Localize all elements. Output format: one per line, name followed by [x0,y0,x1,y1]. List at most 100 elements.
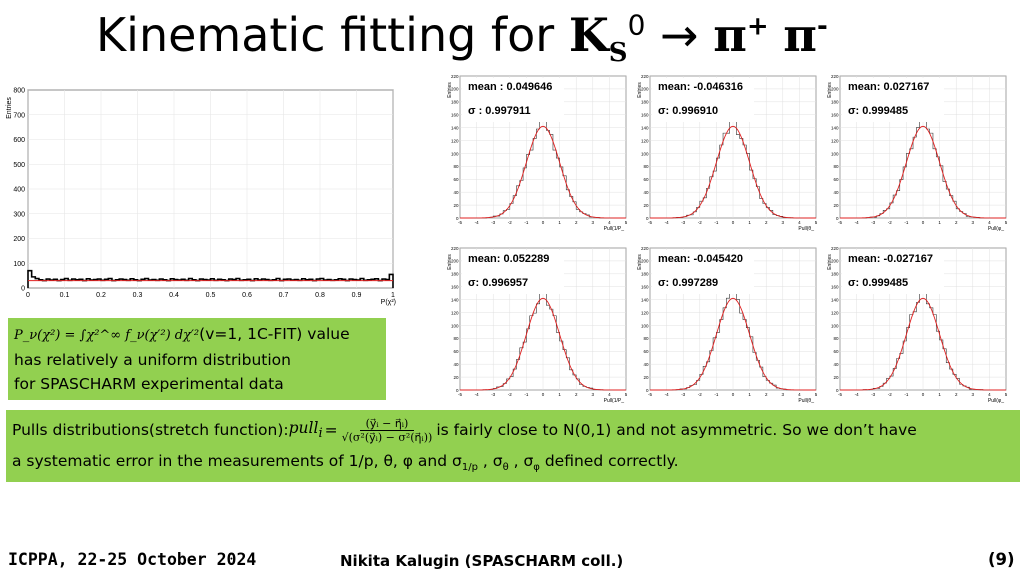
pull-ylabel: Entries [447,254,453,270]
pull-xtick-label: -3 [871,220,875,225]
chi2-yticks: 0 100 200 300 400 500 600 700 800 [13,88,25,293]
chi2-xtick-label: 0.9 [352,292,362,299]
pull-ytick-label: 120 [831,138,839,143]
pull-xtick-label: 0 [542,392,545,397]
pull-xtick-label: 2 [765,392,768,397]
pull-ytick-label: 160 [641,285,649,290]
footer-conference: ICPPA, 22-25 October 2024 [8,550,257,569]
chi2-bar [240,280,244,288]
pull-gauss-fit [650,125,816,219]
pull-ytick-label: 200 [451,87,459,92]
chi2-bar [214,280,218,288]
pull-xtick-label: -2 [888,392,892,397]
pull-gauss-fit [460,297,626,391]
pull-stat-box [652,250,754,294]
pull-mean-label: mean : 0.049646 [468,81,552,93]
pull-xtick-label: -1 [904,392,908,397]
pull-ytick-label: 140 [641,125,649,130]
pull-sigma-label: σ: 0.997289 [658,277,718,289]
pull-ytick-label: 60 [453,177,459,182]
pull-ytick-label: 220 [641,246,649,251]
pull-xtick-label: -5 [838,220,842,225]
pull-xtick-label: 5 [625,220,628,225]
pull-ytick-label: 80 [453,336,459,341]
pull-xtick-label: 4 [988,220,991,225]
pull-xtick-label: 3 [782,392,785,397]
pull-xtick-label: -3 [681,220,685,225]
chi2-formula: P_ν(χ²) = ∫χ²^∞ f_ν(χ′²) dχ′² [14,328,200,343]
pull-ytick-label: 180 [831,272,839,277]
pull-plot-2: Entries020406080100120140160180200220-5-… [637,74,818,232]
pull-sigma-label: σ : 0.997911 [468,105,531,117]
chi2-xlabel: P(χ²) [381,299,396,306]
pull-ytick-label: 200 [451,259,459,264]
pull-xtick-label: 3 [592,392,595,397]
pull-xtick-label: -1 [524,220,528,225]
chi2-ytick-label: 100 [13,261,25,268]
pull-ytick-label: 80 [833,164,839,169]
pull-ytick-label: 220 [831,74,839,79]
chi2-xtick-label: 0.8 [315,292,325,299]
pull-ytick-label: 100 [641,323,649,328]
chi2-ytick-label: 600 [13,137,25,144]
footer-page-number: (9) [988,550,1015,569]
pull-ytick-label: 0 [836,216,839,221]
pull-xtick-label: -5 [648,220,652,225]
pull-sigma-label: σ: 0.999485 [848,105,908,117]
pull-xtick-label: 2 [955,392,958,397]
pull-ytick-label: 140 [641,297,649,302]
note2-line2: a systematic error in the measurements o… [12,452,679,474]
pull-ytick-label: 120 [831,310,839,315]
pull-xtick-label: -4 [855,392,859,397]
pull-ytick-label: 200 [831,87,839,92]
pull-ytick-label: 80 [453,164,459,169]
pull-xtick-label: -2 [698,392,702,397]
pull-xtick-label: 1 [938,392,941,397]
chi2-bar [324,280,328,288]
pulls-note-box: Pulls distributions(stretch function): p… [6,410,1020,482]
pull-ytick-label: 200 [641,259,649,264]
pull-xtick-label: -3 [491,392,495,397]
pull-ytick-label: 160 [641,113,649,118]
chi2-xtick-label: 0.6 [242,292,252,299]
pull-ytick-label: 60 [833,177,839,182]
pull-xtick-label: 1 [558,392,561,397]
chi2-bar [185,280,189,288]
pull-ytick-label: 140 [831,297,839,302]
pull-plot-6: Entries020406080100120140160180200220-5-… [827,246,1008,404]
pull-ytick-label: 120 [451,138,459,143]
pull-xtick-label: 3 [782,220,785,225]
pull-xtick-label: 0 [732,220,735,225]
pull-ytick-label: 180 [641,272,649,277]
chi2-xticks: 0 0.1 0.2 0.3 0.4 0.5 0.6 0.7 0.8 0.9 1 [26,292,395,299]
pull-xtick-label: 1 [938,220,941,225]
pull-ytick-label: 220 [641,74,649,79]
pull-ytick-label: 160 [451,285,459,290]
pull-xtick-label: 5 [815,220,818,225]
pull-ytick-label: 80 [643,336,649,341]
pull-ytick-label: 60 [643,349,649,354]
pull-ytick-label: 40 [833,362,839,367]
pull-xtick-label: -4 [475,392,479,397]
pull-xtick-label: 0 [922,220,925,225]
pull-xtick-label: -2 [508,220,512,225]
chi2-bar [269,280,273,288]
pull-label: pull [288,418,319,437]
chi2-bar [112,281,116,288]
pull-xtick-label: -1 [524,392,528,397]
pull-xtick-label: 2 [575,392,578,397]
chi2-bar [313,281,317,288]
pull-xtick-label: 1 [748,220,751,225]
pull-xtick-label: -5 [648,392,652,397]
chi2-bar [357,280,361,288]
pull-xtick-label: 5 [625,392,628,397]
pull-stat-box [462,250,564,294]
pull-xtick-label: -4 [475,220,479,225]
pull-xtick-label: -3 [871,392,875,397]
pull-xtick-label: 2 [955,220,958,225]
pull-xtick-label: -1 [714,220,718,225]
chi2-bar [196,281,200,288]
pull-ytick-label: 140 [451,297,459,302]
pull-gauss-fit [650,297,816,391]
pull-xtick-label: 1 [558,220,561,225]
